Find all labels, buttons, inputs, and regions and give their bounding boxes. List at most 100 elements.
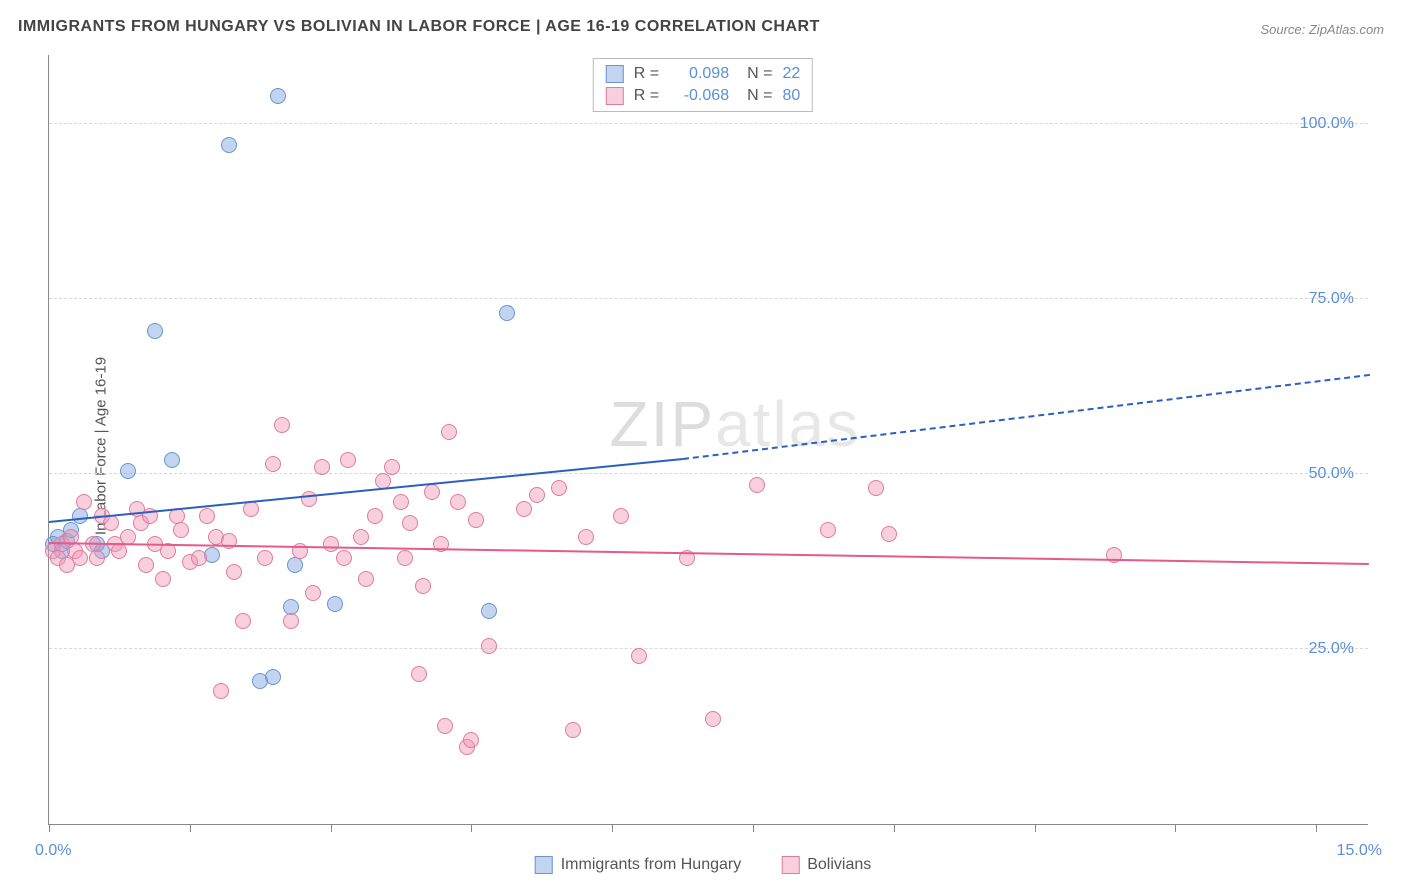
watermark: ZIPatlas [610, 387, 861, 461]
scatter-point [578, 529, 594, 545]
legend-n-value: 22 [782, 65, 800, 83]
scatter-point [424, 484, 440, 500]
scatter-point [265, 669, 281, 685]
y-tick-label: 75.0% [1309, 290, 1354, 308]
legend-r-label: R = [634, 65, 659, 83]
scatter-point [314, 459, 330, 475]
legend-swatch [606, 65, 624, 83]
scatter-point [481, 638, 497, 654]
plot-area: ZIPatlas 25.0%50.0%75.0%100.0%0.0%15.0% [48, 55, 1368, 825]
legend-label: Bolivians [807, 856, 871, 874]
legend-r-label: R = [634, 87, 659, 105]
scatter-point [270, 88, 286, 104]
series-legend: Immigrants from Hungary Bolivians [535, 856, 872, 874]
scatter-point [529, 487, 545, 503]
scatter-point [868, 480, 884, 496]
scatter-point [565, 722, 581, 738]
legend-n-label: N = [747, 87, 772, 105]
scatter-point [173, 522, 189, 538]
scatter-point [516, 501, 532, 517]
scatter-point [367, 508, 383, 524]
scatter-point [551, 480, 567, 496]
scatter-point [437, 718, 453, 734]
scatter-point [881, 526, 897, 542]
scatter-point [327, 596, 343, 612]
x-tick [471, 824, 472, 832]
scatter-point [450, 494, 466, 510]
legend-row: R = 0.098 N = 22 [606, 63, 800, 85]
legend-label: Immigrants from Hungary [561, 856, 742, 874]
scatter-point [147, 323, 163, 339]
scatter-point [72, 550, 88, 566]
legend-swatch [535, 856, 553, 874]
scatter-point [301, 491, 317, 507]
scatter-point [468, 512, 484, 528]
scatter-point [199, 508, 215, 524]
scatter-point [463, 732, 479, 748]
scatter-point [283, 613, 299, 629]
x-axis-label: 0.0% [35, 842, 71, 860]
scatter-point [221, 137, 237, 153]
scatter-point [820, 522, 836, 538]
scatter-point [384, 459, 400, 475]
x-tick [1175, 824, 1176, 832]
scatter-point [235, 613, 251, 629]
legend-swatch [781, 856, 799, 874]
scatter-point [411, 666, 427, 682]
trend-line [682, 374, 1369, 460]
scatter-point [340, 452, 356, 468]
scatter-point [72, 508, 88, 524]
scatter-point [415, 578, 431, 594]
scatter-point [155, 571, 171, 587]
trend-line [49, 542, 1369, 565]
gridline [49, 473, 1368, 474]
x-tick [49, 824, 50, 832]
scatter-point [265, 456, 281, 472]
scatter-point [353, 529, 369, 545]
scatter-point [397, 550, 413, 566]
scatter-point [274, 417, 290, 433]
scatter-point [76, 494, 92, 510]
y-tick-label: 100.0% [1300, 115, 1354, 133]
gridline [49, 123, 1368, 124]
scatter-point [164, 452, 180, 468]
x-tick [1035, 824, 1036, 832]
scatter-point [705, 711, 721, 727]
scatter-point [191, 550, 207, 566]
scatter-point [138, 557, 154, 573]
correlation-chart: IMMIGRANTS FROM HUNGARY VS BOLIVIAN IN L… [0, 0, 1406, 892]
legend-r-value: 0.098 [669, 65, 729, 83]
legend-r-value: -0.068 [669, 87, 729, 105]
scatter-point [213, 683, 229, 699]
scatter-point [257, 550, 273, 566]
scatter-point [226, 564, 242, 580]
legend-n-value: 80 [782, 87, 800, 105]
legend-row: R = -0.068 N = 80 [606, 85, 800, 107]
scatter-point [323, 536, 339, 552]
scatter-point [393, 494, 409, 510]
scatter-point [111, 543, 127, 559]
legend-swatch [606, 87, 624, 105]
x-tick [1316, 824, 1317, 832]
y-tick-label: 25.0% [1309, 640, 1354, 658]
scatter-point [613, 508, 629, 524]
scatter-point [89, 550, 105, 566]
scatter-point [358, 571, 374, 587]
gridline [49, 648, 1368, 649]
correlation-legend: R = 0.098 N = 22 R = -0.068 N = 80 [593, 58, 813, 112]
scatter-point [441, 424, 457, 440]
x-tick [331, 824, 332, 832]
legend-item: Immigrants from Hungary [535, 856, 742, 874]
x-axis-label: 15.0% [1337, 842, 1382, 860]
x-tick [190, 824, 191, 832]
scatter-point [305, 585, 321, 601]
y-tick-label: 50.0% [1309, 465, 1354, 483]
chart-title: IMMIGRANTS FROM HUNGARY VS BOLIVIAN IN L… [18, 18, 820, 36]
chart-source: Source: ZipAtlas.com [1260, 22, 1384, 37]
legend-n-label: N = [747, 65, 772, 83]
scatter-point [402, 515, 418, 531]
scatter-point [481, 603, 497, 619]
scatter-point [336, 550, 352, 566]
x-tick [612, 824, 613, 832]
x-tick [894, 824, 895, 832]
